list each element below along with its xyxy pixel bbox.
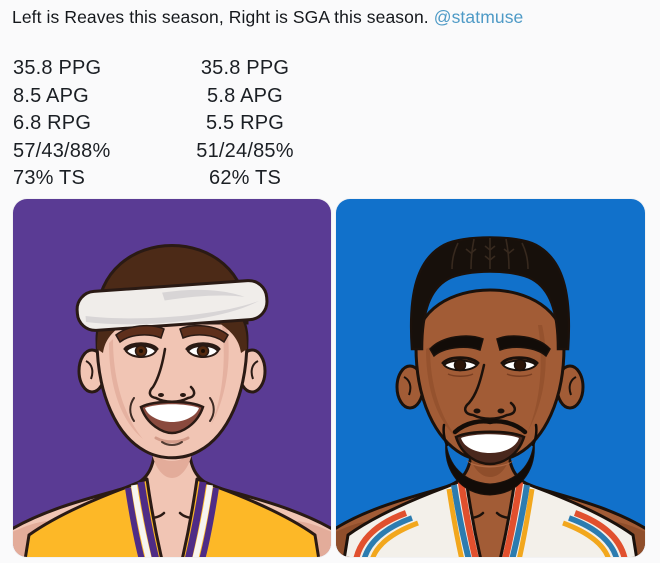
stat-line: 8.5 APG bbox=[13, 84, 89, 107]
sga-smile bbox=[452, 419, 528, 468]
reaves-smile bbox=[129, 397, 215, 446]
reaves-eyes bbox=[123, 342, 221, 358]
sga-cartoon bbox=[336, 199, 645, 557]
stat-line: 5.8 APG bbox=[207, 84, 283, 107]
sga-cornrows-hair bbox=[409, 236, 571, 351]
okc-jersey bbox=[342, 477, 639, 557]
reaves-illustration[interactable] bbox=[13, 199, 331, 557]
stat-line: 62% TS bbox=[209, 167, 281, 189]
tweet-text-body: Left is Reaves this season, Right is SGA… bbox=[12, 7, 434, 27]
stats-column-reaves: 35.8 PPG 8.5 APG 6.8 RPG 57/43/88% 73% T… bbox=[13, 55, 110, 193]
stat-line: 73% TS bbox=[13, 167, 85, 189]
sga-illustration[interactable] bbox=[336, 199, 645, 557]
tweet-text: Left is Reaves this season, Right is SGA… bbox=[12, 6, 648, 29]
stat-line: 51/24/85% bbox=[196, 139, 294, 162]
sga-face bbox=[414, 288, 566, 463]
reaves-cartoon bbox=[13, 199, 331, 557]
stat-line: 6.8 RPG bbox=[13, 112, 92, 134]
sga-goatee bbox=[442, 423, 538, 496]
stat-line: 57/43/88% bbox=[13, 139, 111, 162]
stat-line: 5.5 RPG bbox=[205, 112, 285, 134]
sga-eyes bbox=[441, 356, 539, 377]
stat-line: 35.8 PPG bbox=[200, 57, 290, 79]
statmuse-mention-link[interactable]: @statmuse bbox=[433, 7, 524, 27]
white-headband bbox=[75, 279, 269, 332]
lakers-jersey bbox=[23, 477, 321, 557]
stats-column-sga: 35.8 PPG 5.8 APG 5.5 RPG 51/24/85% 62% T… bbox=[183, 55, 307, 193]
stat-line: 35.8 PPG bbox=[13, 57, 102, 79]
